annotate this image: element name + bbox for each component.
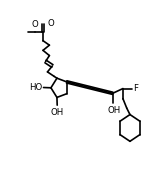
Text: OH: OH <box>108 106 121 115</box>
Text: O: O <box>32 19 39 29</box>
Text: F: F <box>133 84 138 93</box>
Text: HO: HO <box>29 83 43 92</box>
Text: OH: OH <box>50 108 64 117</box>
Text: O: O <box>48 19 55 28</box>
